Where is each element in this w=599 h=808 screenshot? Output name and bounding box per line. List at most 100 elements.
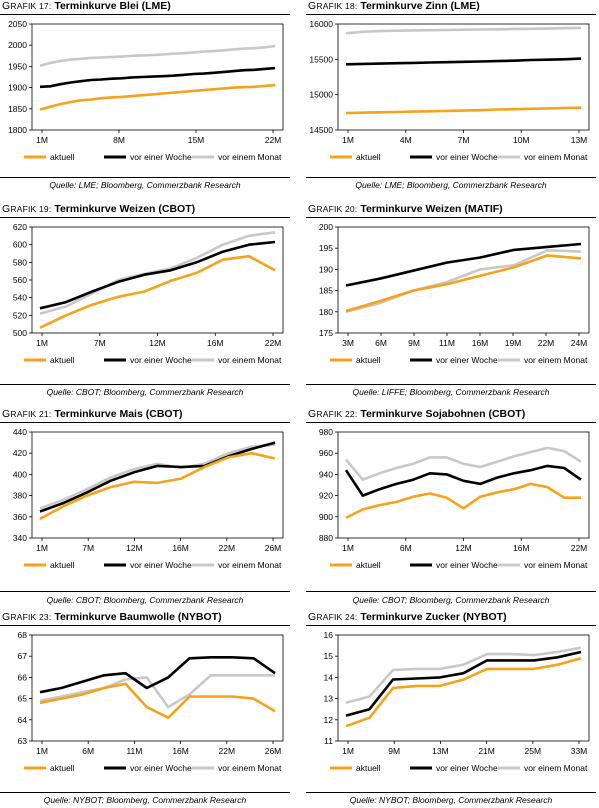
y-tick-label: 560 — [13, 275, 27, 285]
chart-title: GRAFIK 19: Terminkurve Weizen (CBOT) — [2, 203, 195, 215]
x-tick-label: 21M — [478, 746, 495, 756]
series-line-vor-einer-woche — [344, 464, 582, 497]
chart-panel-22: GRAFIK 22: Terminkurve Sojabohnen (CBOT)… — [306, 408, 596, 605]
y-tick-label: 15000 — [309, 90, 333, 100]
y-tick-label: 1850 — [8, 104, 27, 114]
y-tick-label: 900 — [319, 512, 333, 522]
y-tick-label: 16 — [324, 630, 334, 640]
y-tick-label: 15 — [324, 651, 334, 661]
chart-title-text: Terminkurve Weizen (MATIF) — [360, 203, 503, 215]
series-line-vor-einer-woche — [39, 240, 276, 310]
series-line-vor-einer-woche — [39, 66, 276, 89]
chart-title-text: Terminkurve Zucker (NYBOT) — [360, 611, 507, 623]
x-tick-label: 22M — [265, 338, 282, 348]
chart-title: GRAFIK 21: Terminkurve Mais (CBOT) — [2, 408, 182, 420]
chart-source: Quelle: CBOT; Bloomberg, Commerzbank Res… — [352, 595, 550, 605]
legend-label: vor einer Woche — [130, 763, 192, 773]
chart-panel-24: GRAFIK 24: Terminkurve Zucker (NYBOT) 11… — [306, 611, 596, 808]
x-tick-label: 22M — [219, 543, 236, 553]
x-tick-label: 12M — [126, 543, 143, 553]
source-rule — [0, 177, 290, 178]
x-tick-label: 26M — [265, 543, 282, 553]
title-rule — [0, 217, 290, 218]
chart-title: GRAFIK 18: Terminkurve Zinn (LME) — [308, 0, 480, 12]
series-line-vor-einem-monat — [345, 446, 582, 481]
x-tick-label: 19M — [505, 338, 522, 348]
x-tick-label: 16M — [472, 338, 489, 348]
x-tick-label: 22M — [265, 135, 282, 145]
x-tick-label: 4M — [400, 135, 412, 145]
x-tick-label: 6M — [400, 543, 412, 553]
y-tick-label: 15500 — [309, 54, 333, 64]
series-line-aktuell — [39, 682, 276, 719]
chart-title: GRAFIK 20: Terminkurve Weizen (MATIF) — [308, 203, 503, 215]
x-tick-label: 11M — [126, 746, 142, 756]
series-line-vor-einem-monat — [39, 231, 276, 315]
legend-label: aktuell — [50, 560, 75, 570]
chart-title-text: Terminkurve Weizen (CBOT) — [54, 203, 196, 215]
chart-panel-19: GRAFIK 19: Terminkurve Weizen (CBOT) 500… — [0, 203, 290, 400]
title-rule — [306, 625, 596, 626]
chart-source: Quelle: NYBOT; Bloomberg, Commerzbank Re… — [349, 795, 553, 805]
source-rule — [306, 177, 596, 178]
title-rule — [306, 422, 596, 423]
y-tick-label: 1950 — [8, 61, 27, 71]
line-chart: 880 900 920 940 960 980 1M 6M 12M 16M 22M aktuell vo… — [319, 427, 590, 570]
plot-frame — [31, 431, 284, 539]
y-tick-label: 14 — [324, 672, 334, 682]
title-rule — [0, 625, 290, 626]
y-tick-label: 175 — [319, 328, 333, 338]
plot-frame — [31, 226, 284, 334]
legend-label: aktuell — [356, 152, 381, 162]
chart-title-text: Terminkurve Zinn (LME) — [360, 0, 480, 12]
x-tick-label: 1M — [342, 135, 354, 145]
x-tick-label: 7M — [94, 338, 106, 348]
x-tick-label: 1M — [36, 135, 48, 145]
x-tick-label: 33M — [571, 746, 588, 756]
x-tick-label: 26M — [265, 746, 282, 756]
x-tick-label: 1M — [342, 543, 354, 553]
y-tick-label: 12 — [324, 715, 334, 725]
y-tick-label: 2000 — [8, 40, 27, 50]
y-tick-label: 540 — [13, 293, 27, 303]
grafik-label: GRAFIK 22: — [308, 408, 358, 420]
y-tick-label: 400 — [13, 469, 27, 479]
y-tick-label: 520 — [13, 310, 27, 320]
x-tick-label: 1M — [36, 746, 48, 756]
x-tick-label: 9M — [388, 746, 400, 756]
legend-label: vor einer Woche — [130, 355, 192, 365]
y-tick-label: 880 — [319, 533, 333, 543]
plot-frame — [337, 634, 590, 742]
series-line-aktuell — [39, 83, 276, 111]
y-tick-label: 65 — [18, 694, 28, 704]
line-chart: 63 64 65 66 67 68 1M 6M 11M 16M 22M 26M aktuell vor e… — [18, 630, 284, 773]
chart-source: Quelle: CBOT; Bloomberg, Commerzbank Res… — [46, 595, 244, 605]
x-tick-label: 11M — [439, 338, 455, 348]
legend-label: vor einem Monat — [218, 152, 282, 162]
y-tick-label: 64 — [18, 715, 28, 725]
series-line-aktuell — [345, 106, 582, 115]
series-line-vor-einer-woche — [345, 242, 582, 287]
x-tick-label: 22M — [538, 338, 555, 348]
y-tick-label: 1800 — [8, 125, 27, 135]
line-chart: 175 180 185 190 195 200 3M 6M 9M 11M 16M 19M 22M 24M a… — [319, 222, 590, 365]
x-tick-label: 24M — [571, 338, 588, 348]
legend-label: aktuell — [50, 763, 75, 773]
legend-label: vor einem Monat — [218, 560, 282, 570]
legend-label: vor einem Monat — [524, 763, 588, 773]
y-tick-label: 16000 — [309, 19, 333, 29]
legend-label: vor einer Woche — [130, 152, 192, 162]
y-tick-label: 360 — [13, 512, 27, 522]
grafik-label: GRAFIK 17: — [2, 0, 52, 12]
y-tick-label: 180 — [319, 307, 333, 317]
chart-panel-18: GRAFIK 18: Terminkurve Zinn (LME) 14500 1… — [306, 0, 596, 197]
x-tick-label: 16M — [513, 543, 530, 553]
series-line-aktuell — [345, 254, 582, 313]
source-rule — [0, 792, 290, 793]
series-line-aktuell — [345, 657, 582, 728]
x-tick-label: 8M — [113, 135, 125, 145]
series-line-vor-einem-monat — [39, 44, 276, 67]
legend-label: vor einem Monat — [218, 355, 282, 365]
y-tick-label: 11 — [324, 736, 333, 746]
plot-frame — [337, 226, 590, 334]
